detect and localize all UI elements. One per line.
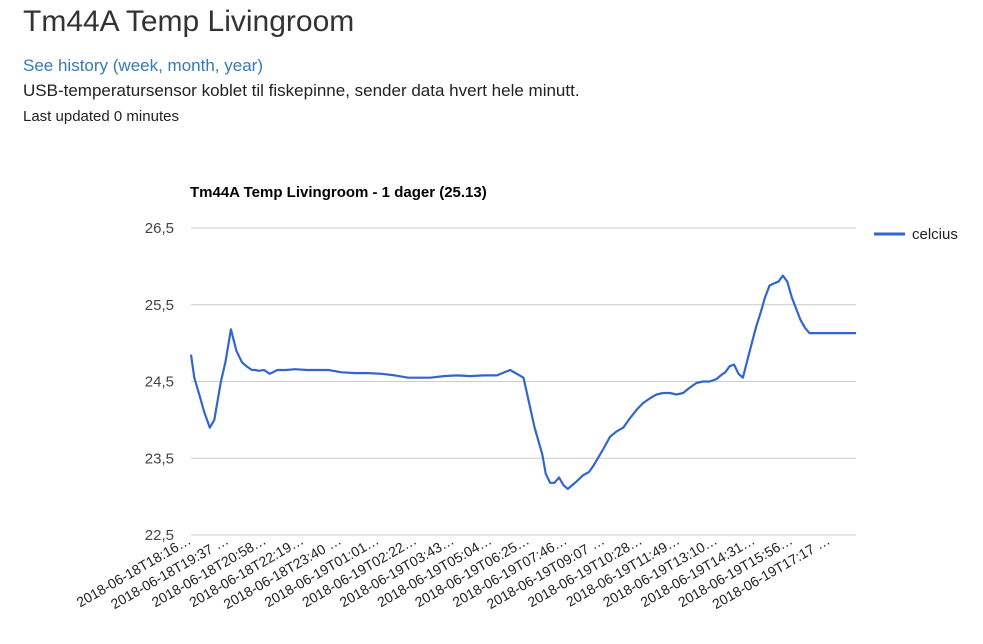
series-line-celcius (189, 274, 856, 490)
temperature-line-chart: Tm44A Temp Livingroom - 1 dager (25.13) … (74, 184, 958, 612)
y-tick-label: 26,5 (145, 220, 174, 237)
y-tick-label: 22,5 (145, 527, 174, 544)
y-tick-label: 24,5 (145, 374, 174, 391)
y-axis-ticks: 26,5 25,5 24,5 23,5 22,5 (145, 220, 174, 544)
page-title: Tm44A Temp Livingroom (23, 5, 355, 38)
sensor-description: USB-temperatursensor koblet til fiskepin… (23, 81, 580, 100)
chart-title: Tm44A Temp Livingroom - 1 dager (25.13) (190, 184, 487, 201)
see-history-link[interactable]: See history (week, month, year) (23, 56, 263, 75)
y-tick-label: 23,5 (145, 450, 174, 467)
x-axis-ticks: 2018-06-18T18:16…2018-06-18T19:37 …2018-… (74, 532, 833, 612)
y-tick-label: 25,5 (145, 297, 174, 314)
legend-label-celcius: celcius (912, 226, 958, 243)
last-updated: Last updated 0 minutes (23, 108, 179, 126)
chart-legend[interactable]: celcius (874, 226, 958, 243)
last-updated-label: Last updated (23, 108, 110, 125)
last-updated-value: 0 minutes (113, 108, 179, 125)
